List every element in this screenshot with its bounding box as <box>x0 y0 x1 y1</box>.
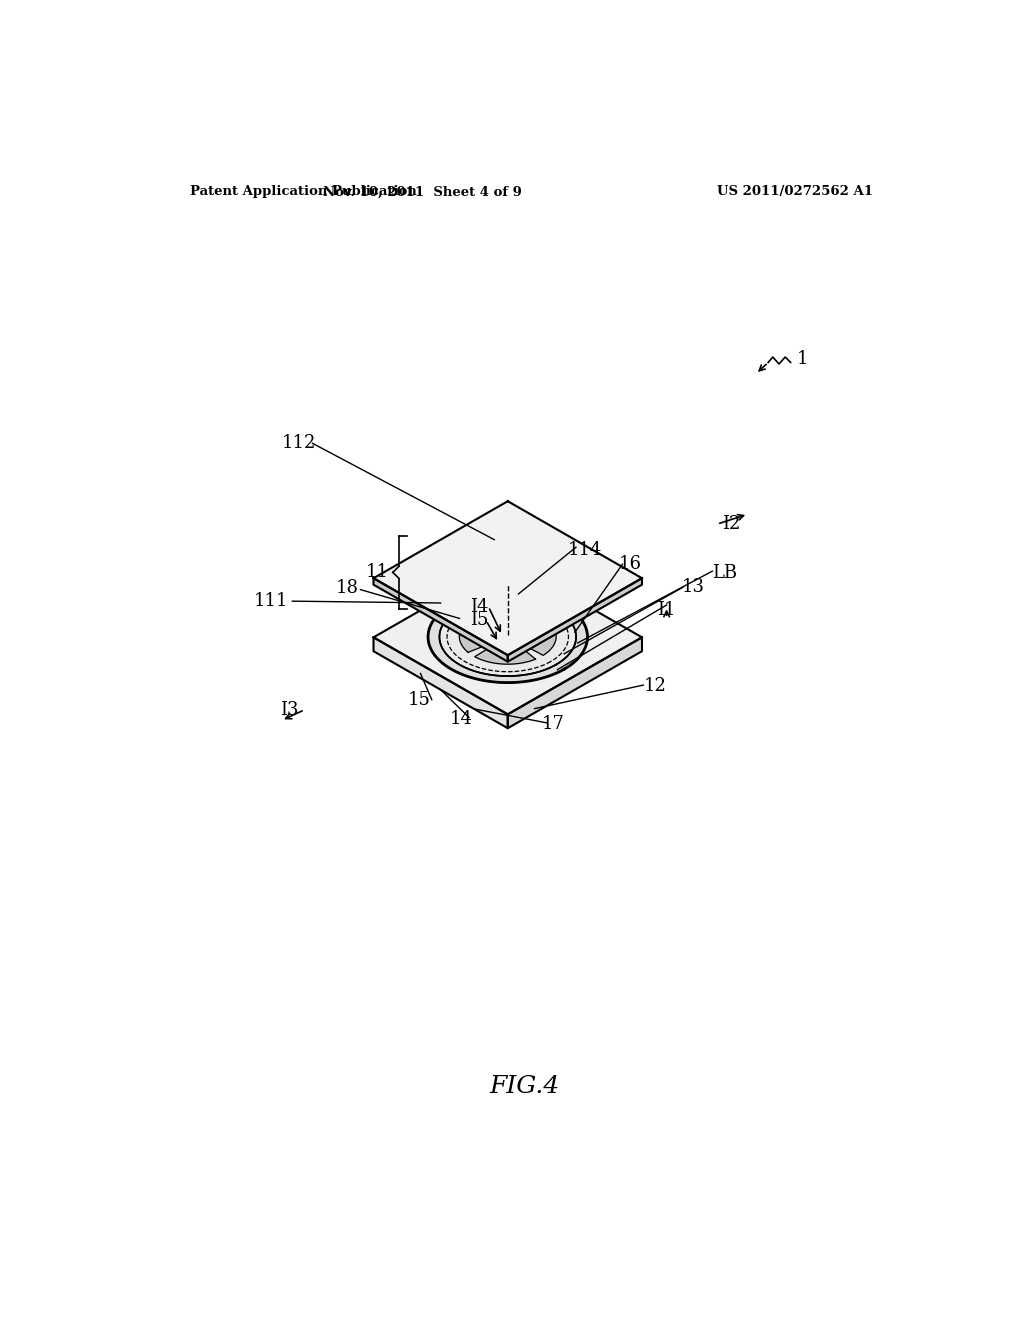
Text: 112: 112 <box>282 434 315 453</box>
Text: 11: 11 <box>366 564 389 581</box>
Text: 1: 1 <box>797 350 808 367</box>
Polygon shape <box>503 631 513 638</box>
Polygon shape <box>374 638 508 729</box>
Text: FIG.4: FIG.4 <box>489 1074 560 1098</box>
Text: LB: LB <box>712 564 737 582</box>
Polygon shape <box>480 609 541 632</box>
Text: 13: 13 <box>682 578 706 597</box>
Text: 15: 15 <box>408 690 431 709</box>
Polygon shape <box>460 618 500 652</box>
Polygon shape <box>374 578 508 661</box>
Polygon shape <box>498 630 518 642</box>
Text: 16: 16 <box>618 556 642 573</box>
Polygon shape <box>508 638 642 729</box>
Text: I3: I3 <box>280 701 298 719</box>
Text: 114: 114 <box>568 541 602 558</box>
Text: Patent Application Publication: Patent Application Publication <box>190 185 417 198</box>
Text: I2: I2 <box>722 515 740 533</box>
Text: 18: 18 <box>336 579 358 597</box>
Text: 17: 17 <box>542 715 564 734</box>
Polygon shape <box>475 640 536 664</box>
Text: Nov. 10, 2011  Sheet 4 of 9: Nov. 10, 2011 Sheet 4 of 9 <box>323 185 522 198</box>
Text: I4: I4 <box>470 598 488 616</box>
Polygon shape <box>439 598 577 676</box>
Text: 12: 12 <box>643 677 667 694</box>
Text: I5: I5 <box>470 611 488 630</box>
Text: 14: 14 <box>450 710 473 727</box>
Polygon shape <box>428 591 588 682</box>
Text: I1: I1 <box>657 602 676 619</box>
Polygon shape <box>515 620 556 655</box>
Polygon shape <box>374 502 642 655</box>
Polygon shape <box>374 561 642 714</box>
Polygon shape <box>508 578 642 661</box>
Text: 111: 111 <box>254 593 289 610</box>
Text: US 2011/0272562 A1: US 2011/0272562 A1 <box>717 185 873 198</box>
